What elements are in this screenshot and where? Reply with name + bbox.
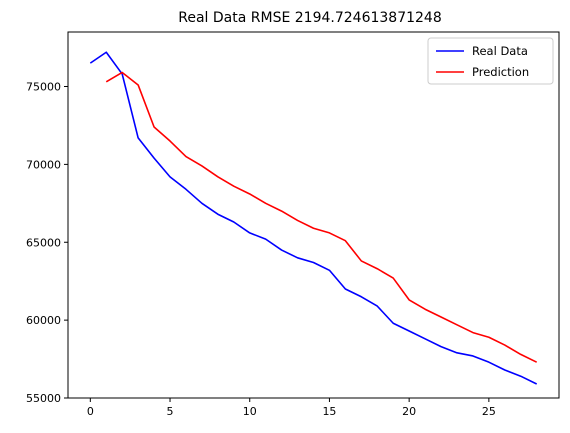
- legend: Real Data Prediction: [427, 37, 554, 85]
- series-line-0: [89, 51, 538, 385]
- y-tick-label: 70000: [26, 158, 61, 171]
- x-tick-label: 20: [402, 405, 416, 418]
- x-tick-label: 0: [87, 405, 94, 418]
- legend-label: Prediction: [472, 65, 529, 79]
- chart-title: Real Data RMSE 2194.724613871248: [178, 10, 441, 26]
- x-tick-label: 5: [167, 405, 174, 418]
- y-tick-label: 65000: [26, 236, 61, 249]
- x-tick-label: 15: [322, 405, 336, 418]
- x-tick-label: 25: [482, 405, 496, 418]
- axes-frame: [67, 31, 560, 399]
- x-tick-label: 10: [243, 405, 257, 418]
- y-tick-label: 55000: [26, 392, 61, 405]
- y-tick-label: 60000: [26, 314, 61, 327]
- series-line-1: [105, 71, 538, 363]
- legend-label: Real Data: [472, 44, 528, 58]
- x-axis: 0 5 10 15 20 25: [87, 398, 496, 418]
- plot-area: [89, 51, 538, 385]
- y-axis: 55000 60000 65000 70000 75000: [26, 81, 68, 405]
- y-tick-label: 75000: [26, 81, 61, 94]
